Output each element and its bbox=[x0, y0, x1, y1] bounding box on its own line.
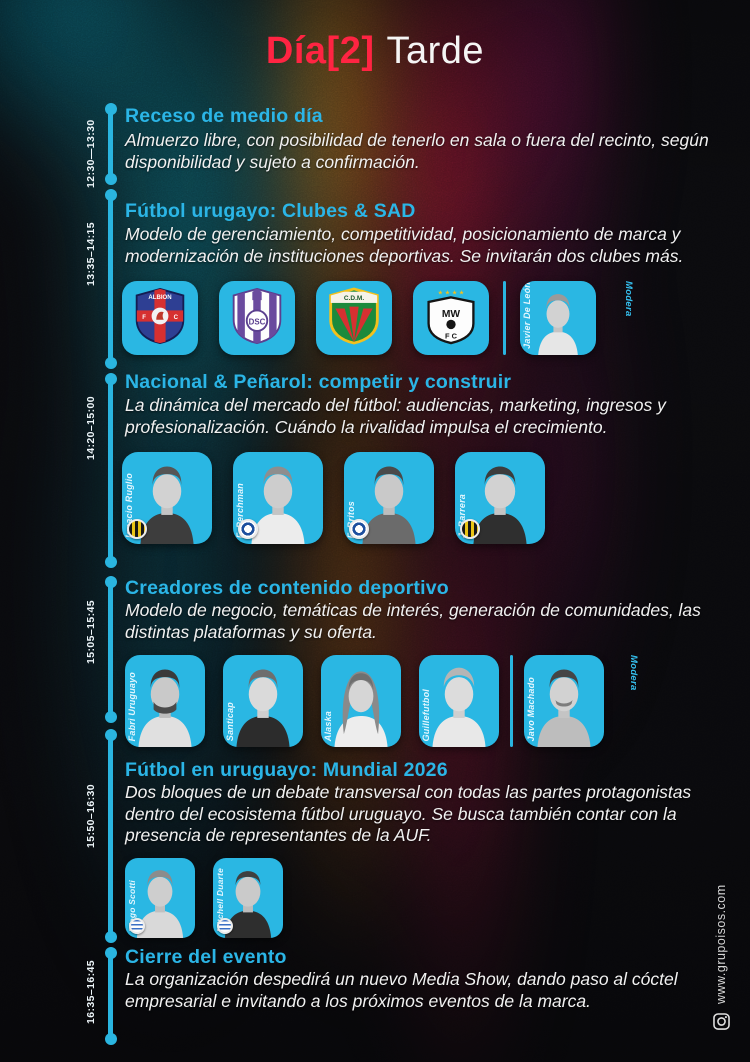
deportivo-maldonado-crest-icon: C.D.M. bbox=[329, 287, 379, 345]
svg-text:C.D.M.: C.D.M. bbox=[344, 295, 364, 302]
time-label-2: 13:35–14:15 bbox=[85, 222, 97, 286]
moderator-divider bbox=[510, 655, 513, 747]
section-title-mundial-2026: Fútbol en uruguayo: Mundial 2026 bbox=[125, 759, 448, 781]
speaker-photo bbox=[138, 669, 192, 747]
page-title-day: Día[2] bbox=[265, 30, 375, 72]
speaker-card: Santicap bbox=[223, 655, 303, 747]
speaker-card: F. Britos bbox=[344, 452, 434, 544]
moderator-photo bbox=[537, 669, 591, 747]
svg-text:F C: F C bbox=[445, 331, 458, 340]
speaker-name: Alaska bbox=[323, 710, 333, 741]
speakers-row-creadores: Fabri Uruguayo Santicap Alaska bbox=[125, 655, 639, 747]
penarol-badge-icon bbox=[127, 519, 147, 539]
section-desc-mundial-2026: Dos bloques de un debate transversal con… bbox=[125, 782, 692, 845]
section-desc-nacional-penarol: La dinámica del mercado del fútbol: audi… bbox=[125, 395, 666, 437]
defensor-sporting-crest-icon: DSC bbox=[232, 287, 282, 345]
moderator-divider bbox=[503, 281, 506, 355]
time-label-6: 16:35–16:45 bbox=[85, 960, 97, 1024]
timeline-segment-6 bbox=[104, 947, 117, 1045]
club-card-wanderers: ★ ★ ★ ★ MW F C bbox=[413, 281, 489, 355]
speaker-card: Fabri Uruguayo bbox=[125, 655, 205, 747]
section-title-creadores: Creadores de contenido deportivo bbox=[125, 577, 449, 599]
section-desc-cierre: La organización despedirá un nuevo Media… bbox=[125, 969, 678, 1011]
speaker-name: Fabri Uruguayo bbox=[127, 671, 137, 741]
speaker-photo bbox=[473, 466, 527, 544]
svg-text:F: F bbox=[142, 315, 146, 321]
section-desc-creadores: Modelo de negocio, temáticas de interés,… bbox=[125, 600, 701, 642]
moderator-name: Javo Machado bbox=[526, 676, 536, 741]
speaker-card: Mitchell Duarte bbox=[213, 858, 283, 938]
timeline-segment-2 bbox=[104, 189, 117, 369]
moderator-card-javier-de-leon: Javier De León bbox=[520, 281, 596, 355]
mufp-badge-icon bbox=[129, 918, 145, 934]
timeline-segment-5 bbox=[104, 729, 117, 943]
nacional-badge-icon bbox=[349, 519, 369, 539]
time-label-3: 14:20–15:00 bbox=[85, 396, 97, 460]
nacional-badge-icon bbox=[238, 519, 258, 539]
mufp-badge-icon bbox=[217, 918, 233, 934]
speaker-card: Diego Scotti bbox=[125, 858, 195, 938]
club-card-albion: ALBION F C bbox=[122, 281, 198, 355]
section-title-cierre: Cierre del evento bbox=[125, 946, 287, 968]
time-label-4: 15:05–15:45 bbox=[85, 600, 97, 664]
clubs-row: ALBION F C DSC bbox=[122, 281, 634, 355]
speakers-row-mundial: Diego Scotti Mitchell Duarte bbox=[125, 858, 283, 938]
albion-fc-crest-icon: ALBION F C bbox=[135, 287, 185, 345]
time-label-5: 15:50–16:30 bbox=[85, 784, 97, 848]
svg-text:★ ★ ★ ★: ★ ★ ★ ★ bbox=[438, 290, 465, 297]
speaker-photo bbox=[224, 871, 272, 938]
speaker-card: Alaska bbox=[321, 655, 401, 747]
club-card-defensor-sporting: DSC bbox=[219, 281, 295, 355]
moderator-card-javo-machado: Javo Machado bbox=[524, 655, 604, 747]
section-desc-clubes-sad: Modelo de gerenciamiento, competitividad… bbox=[125, 224, 684, 266]
speaker-photo bbox=[432, 667, 486, 747]
section-title-receso: Receso de medio día bbox=[125, 105, 323, 127]
speaker-card: Ignacio Ruglio bbox=[122, 452, 212, 544]
speaker-photo bbox=[362, 466, 416, 544]
svg-text:DSC: DSC bbox=[249, 317, 266, 326]
moderator-role-label: Modera bbox=[623, 281, 634, 317]
section-desc-receso: Almuerzo libre, con posibilidad de tener… bbox=[125, 130, 709, 172]
website-url: www.grupoisos.com bbox=[714, 884, 728, 1004]
speaker-photo bbox=[140, 466, 194, 544]
wanderers-crest-icon: ★ ★ ★ ★ MW F C bbox=[427, 290, 475, 345]
timeline-segment-3 bbox=[104, 373, 117, 568]
svg-text:ALBION: ALBION bbox=[148, 295, 171, 301]
penarol-badge-icon bbox=[460, 519, 480, 539]
moderator-photo bbox=[538, 293, 578, 355]
speaker-photo bbox=[236, 669, 290, 747]
time-label-1: 12:30—13:30 bbox=[85, 119, 97, 188]
section-title-clubes-sad: Fútbol urugayo: Clubes & SAD bbox=[125, 200, 416, 222]
speaker-photo bbox=[136, 870, 184, 938]
svg-text:MW: MW bbox=[442, 309, 461, 320]
timeline-segment-1 bbox=[104, 103, 117, 185]
svg-text:C: C bbox=[174, 315, 179, 321]
speaker-name: Guillefutbol bbox=[421, 688, 431, 741]
speaker-card: J. Barrera bbox=[455, 452, 545, 544]
page-title: Día[2] Tarde bbox=[0, 30, 750, 73]
instagram-icon bbox=[713, 1013, 730, 1030]
page-title-session: Tarde bbox=[386, 30, 485, 72]
speaker-card: Guillefutbol bbox=[419, 655, 499, 747]
speakers-row-nacional-penarol: Ignacio Ruglio F. Perchman F. Britos bbox=[122, 452, 545, 544]
speaker-photo bbox=[334, 671, 388, 747]
timeline-segment-4 bbox=[104, 576, 117, 723]
section-title-nacional-penarol: Nacional & Peñarol: competir y construir bbox=[125, 371, 512, 393]
speaker-photo bbox=[251, 466, 305, 544]
moderator-name: Javier De León bbox=[522, 282, 532, 349]
speaker-card: F. Perchman bbox=[233, 452, 323, 544]
moderator-role-label: Modera bbox=[628, 655, 639, 691]
speaker-name: Santicap bbox=[225, 701, 235, 741]
club-card-deportivo-maldonado: C.D.M. bbox=[316, 281, 392, 355]
